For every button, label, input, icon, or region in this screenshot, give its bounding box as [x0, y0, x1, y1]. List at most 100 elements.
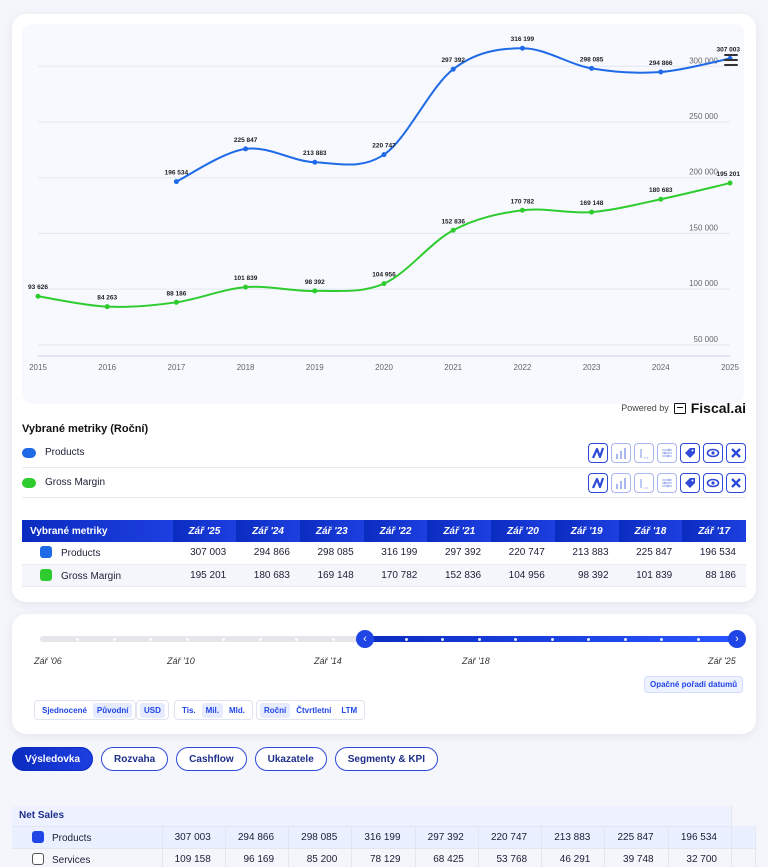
column-header[interactable]: Zář '17	[682, 520, 746, 542]
range-step-dot[interactable]	[550, 638, 554, 641]
data-point[interactable]	[450, 66, 456, 72]
toggle-option[interactable]: Tis.	[182, 705, 196, 715]
toggle-option[interactable]: Mil.	[201, 702, 223, 718]
toggle-option[interactable]: Roční	[260, 702, 291, 718]
data-point[interactable]	[243, 284, 249, 290]
table-cell: 196 534	[682, 542, 746, 565]
data-point[interactable]	[450, 227, 456, 233]
line-chart: 50 000 100 000 150 000 200 000 250 000 300 00…	[28, 36, 741, 372]
range-step-dot[interactable]	[222, 638, 225, 641]
data-label: 195 201	[717, 171, 741, 178]
table-cell: 78 129	[351, 848, 416, 867]
reverse-date-order-button[interactable]: Opačné pořadí datumů	[644, 676, 744, 693]
range-step-dot[interactable]	[477, 638, 481, 641]
eye-button[interactable]	[703, 442, 723, 463]
table-cell: 225 847	[618, 542, 683, 565]
toggle-option[interactable]: LTM	[341, 705, 358, 715]
range-step-dot[interactable]	[404, 638, 408, 641]
data-point[interactable]	[381, 281, 387, 287]
data-point[interactable]	[35, 293, 41, 299]
series-color-swatch[interactable]	[22, 447, 36, 458]
range-step-dot[interactable]	[76, 638, 79, 641]
data-point[interactable]	[658, 196, 664, 202]
data-label: 152 836	[441, 218, 465, 225]
series-color-square	[40, 546, 52, 559]
data-point[interactable]	[104, 304, 110, 310]
tab-2[interactable]: Cashflow	[176, 747, 247, 771]
settings-sliders-button[interactable]	[657, 472, 677, 493]
data-point[interactable]	[312, 159, 318, 165]
column-header[interactable]: Zář '18	[618, 520, 683, 542]
toggle-option[interactable]: USD	[140, 702, 165, 718]
data-point[interactable]	[589, 65, 595, 71]
bar-chart-type-button[interactable]	[611, 442, 631, 463]
line-chart-type-button[interactable]	[588, 472, 608, 493]
column-header[interactable]: Zář '23	[299, 520, 364, 542]
data-point[interactable]	[312, 288, 318, 294]
range-step-dot[interactable]	[660, 638, 663, 641]
data-point[interactable]	[519, 207, 525, 213]
range-step-dot[interactable]	[587, 638, 590, 641]
series-color-swatch[interactable]	[22, 477, 36, 488]
row-checkbox[interactable]	[32, 830, 44, 843]
table-cell: 46 291	[541, 848, 606, 867]
row-checkbox[interactable]	[32, 852, 44, 865]
range-step-dot[interactable]	[623, 638, 627, 641]
values-label-button[interactable]	[634, 472, 654, 493]
tag-button[interactable]	[680, 442, 700, 463]
close-button[interactable]	[726, 442, 746, 463]
toggle-option[interactable]: Sjednocené	[42, 705, 87, 715]
table-cell: 169 148	[299, 564, 364, 587]
range-track-inactive[interactable]	[40, 636, 366, 642]
data-point[interactable]	[173, 179, 179, 185]
line-chart-type-button[interactable]	[588, 442, 608, 463]
tab-4[interactable]: Segmenty & KPI	[334, 747, 439, 771]
toggle-option[interactable]: Původní	[92, 702, 133, 718]
chart-menu-icon[interactable]	[724, 54, 738, 66]
data-point[interactable]	[381, 152, 387, 158]
range-date-label: Zář '14	[314, 656, 342, 666]
range-step-dot[interactable]	[295, 638, 298, 641]
range-step-dot[interactable]	[258, 638, 262, 641]
data-point[interactable]	[519, 45, 525, 51]
y-tick-label: 100 000	[689, 279, 718, 288]
column-header[interactable]: Zář '25	[172, 520, 237, 542]
column-header[interactable]: Zář '21	[427, 520, 492, 542]
range-step-dot[interactable]	[149, 638, 152, 641]
x-tick-label: 2019	[306, 363, 324, 372]
eye-button[interactable]	[703, 472, 723, 493]
tag-button[interactable]	[680, 472, 700, 493]
data-point[interactable]	[589, 209, 595, 215]
range-step-dot[interactable]	[441, 638, 444, 641]
data-point[interactable]	[173, 299, 179, 305]
bar-chart-type-button[interactable]	[611, 472, 631, 493]
x-tick-label: 2015	[29, 363, 47, 372]
tab-0[interactable]: Výsledovka	[12, 747, 94, 771]
range-step-dot[interactable]	[331, 638, 335, 641]
data-label: 101 839	[234, 275, 258, 282]
metrics-table: Vybrané metriky Zář '25 Zář '24 Zář '23 Zář …	[22, 520, 746, 587]
range-track-active[interactable]	[364, 636, 736, 642]
y-tick-label: 250 000	[689, 112, 718, 121]
column-header[interactable]: Zář '24	[236, 520, 300, 542]
range-step-dot[interactable]	[696, 638, 700, 641]
values-label-button[interactable]	[634, 442, 654, 463]
toggle-option[interactable]: Čtvrtletní	[296, 705, 332, 715]
settings-sliders-button[interactable]	[657, 442, 677, 463]
tab-1[interactable]: Rozvaha	[101, 747, 169, 771]
toggle-option[interactable]: Mld.	[228, 705, 245, 715]
column-header[interactable]: Zář '22	[363, 520, 428, 542]
range-end-handle[interactable]: ›	[728, 630, 746, 648]
column-header[interactable]: Zář '20	[491, 520, 555, 542]
data-point[interactable]	[727, 180, 733, 186]
column-header[interactable]: Zář '19	[554, 520, 619, 542]
range-step-dot[interactable]	[514, 638, 517, 641]
range-step-dot[interactable]	[185, 638, 189, 641]
close-button[interactable]	[726, 472, 746, 493]
data-point[interactable]	[658, 69, 664, 75]
bar-chart-type-icon	[616, 447, 626, 459]
tab-3[interactable]: Ukazatele	[254, 747, 327, 771]
data-point[interactable]	[243, 146, 249, 152]
range-step-dot[interactable]	[112, 638, 116, 641]
range-start-handle[interactable]: ‹	[356, 630, 374, 648]
